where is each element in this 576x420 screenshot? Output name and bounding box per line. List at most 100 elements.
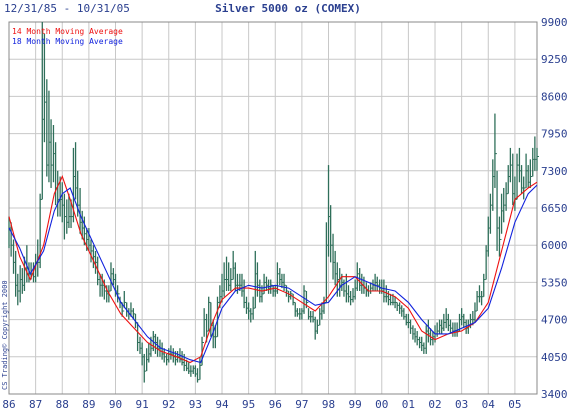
- legend-entry: 18 Month Moving Average: [12, 37, 123, 46]
- y-tick-label: 5350: [541, 276, 568, 289]
- price-bar: [256, 262, 260, 297]
- price-bar: [196, 368, 200, 383]
- x-tick-label: 86: [2, 398, 15, 411]
- y-tick-label: 4700: [541, 314, 568, 327]
- price-bar: [230, 268, 233, 291]
- price-bar: [483, 273, 486, 297]
- price-bar: [250, 308, 253, 323]
- price-bar: [409, 319, 413, 334]
- price-bar: [383, 279, 386, 303]
- price-bar: [90, 239, 94, 263]
- price-bar: [170, 345, 173, 360]
- price-bar: [323, 296, 326, 314]
- price-bar: [110, 262, 113, 291]
- price-bar: [536, 147, 539, 171]
- price-bar: [310, 311, 313, 323]
- y-tick-label: 6000: [541, 239, 568, 252]
- price-bar: [136, 322, 140, 352]
- y-tick-label: 7950: [541, 128, 568, 141]
- price-bar: [296, 308, 300, 317]
- x-tick-label: 97: [295, 398, 308, 411]
- price-bar: [203, 308, 207, 337]
- price-bar: [509, 147, 513, 183]
- x-tick-label: 94: [215, 398, 229, 411]
- y-tick-label: 4050: [541, 351, 568, 364]
- price-bar: [156, 336, 160, 357]
- price-bar: [37, 239, 40, 277]
- grid: [8, 21, 537, 395]
- x-axis-ticks: 86 87 88 89 90 91 92 93 94 95 96 97 98 99 00 01 02 03 04 05: [2, 398, 521, 411]
- price-bar: [123, 290, 127, 309]
- price-bar: [70, 199, 74, 229]
- chart-title: Silver 5000 oz (COMEX): [215, 2, 361, 15]
- copyright-notice: CS Trading© Copyright 2000: [1, 280, 9, 390]
- price-bar: [496, 170, 500, 251]
- x-tick-label: 89: [82, 398, 95, 411]
- x-tick-label: 92: [162, 398, 175, 411]
- y-tick-label: 9900: [541, 16, 568, 29]
- price-bar: [216, 296, 220, 337]
- x-tick-label: 91: [136, 398, 149, 411]
- price-bar: [443, 313, 446, 332]
- x-tick-label: 00: [375, 398, 388, 411]
- x-tick-label: 95: [242, 398, 255, 411]
- price-bar: [449, 319, 453, 334]
- price-bar: [489, 193, 493, 234]
- price-bar: [283, 273, 287, 291]
- y-tick-label: 3400: [541, 388, 568, 401]
- price-bar: [503, 187, 506, 223]
- y-tick-label: 7300: [541, 165, 568, 178]
- price-bar: [329, 205, 333, 263]
- moving-average-lines: [8, 175, 538, 364]
- x-tick-label: 96: [269, 398, 282, 411]
- price-bar: [223, 262, 227, 297]
- price-bar: [190, 365, 193, 377]
- price-bars: [8, 22, 539, 383]
- price-bar: [463, 313, 466, 329]
- price-bar: [494, 113, 497, 188]
- price-bar: [349, 290, 353, 306]
- x-tick-label: 04: [482, 398, 496, 411]
- price-bar: [143, 353, 147, 383]
- x-tick-label: 03: [455, 398, 468, 411]
- price-bar: [476, 290, 480, 312]
- x-tick-label: 88: [56, 398, 69, 411]
- price-bar: [17, 273, 20, 306]
- x-tick-label: 02: [428, 398, 441, 411]
- y-axis-ticks: 9900 9250 8600 7950 7300 6650 6000 5350 4700 4050…: [541, 16, 568, 401]
- price-bar: [529, 159, 533, 188]
- price-bar: [50, 119, 54, 188]
- x-tick-label: 01: [402, 398, 415, 411]
- x-tick-label: 98: [322, 398, 335, 411]
- y-tick-label: 9250: [541, 53, 568, 66]
- price-bar: [303, 285, 307, 314]
- price-bar: [523, 176, 526, 200]
- price-bar: [369, 282, 373, 294]
- x-tick-label: 99: [349, 398, 362, 411]
- price-bar: [243, 279, 247, 309]
- price-bar: [403, 308, 406, 320]
- y-tick-label: 6650: [541, 202, 568, 215]
- price-bar: [163, 348, 167, 363]
- price-bar: [389, 293, 393, 306]
- plot-border: [8, 21, 538, 395]
- price-bar: [343, 279, 346, 297]
- price-bar: [43, 33, 47, 143]
- price-bar: [416, 331, 420, 346]
- price-bar: [376, 276, 380, 291]
- price-bar: [498, 216, 502, 257]
- price-bar: [10, 222, 14, 257]
- date-range-label: 12/31/85 - 10/31/05: [4, 2, 130, 15]
- x-tick-label: 87: [29, 398, 42, 411]
- x-tick-label: 90: [109, 398, 122, 411]
- price-bar: [63, 193, 67, 240]
- price-bar: [516, 153, 520, 200]
- price-bar: [130, 302, 133, 317]
- legend-entry: 14 Month Moving Average: [12, 27, 123, 36]
- price-bar: [396, 302, 400, 312]
- y-tick-label: 8600: [541, 90, 568, 103]
- price-bar: [423, 342, 426, 354]
